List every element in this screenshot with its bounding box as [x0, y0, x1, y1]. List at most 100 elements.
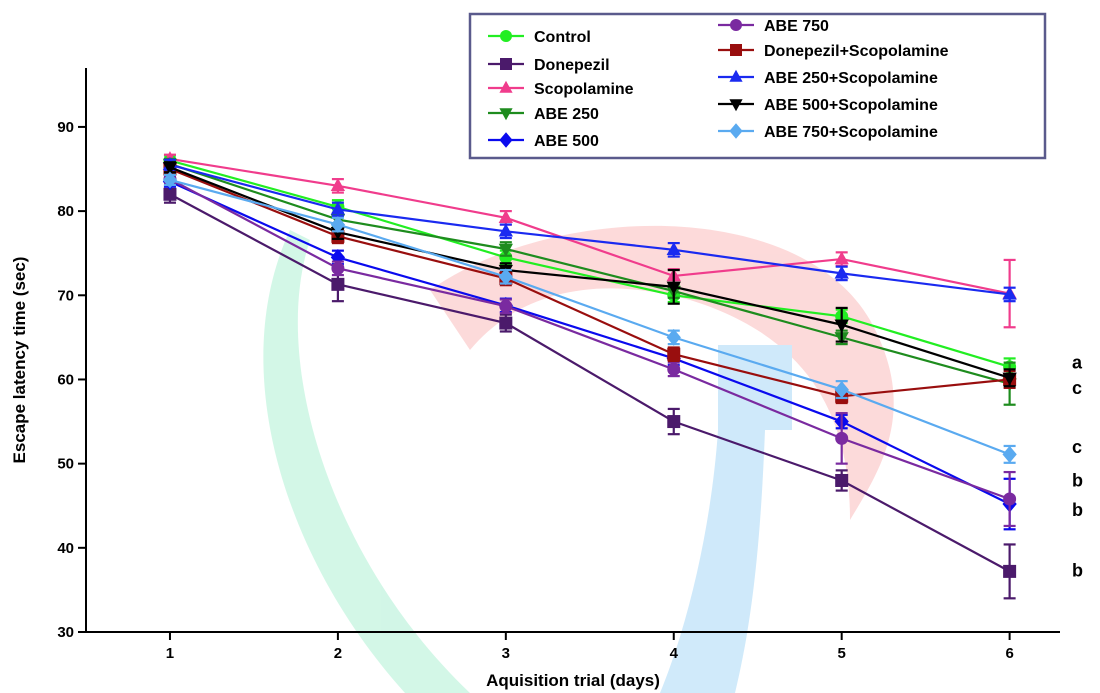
series-line — [169, 167, 1010, 398]
series-line — [169, 159, 1010, 368]
data-point — [1002, 372, 1017, 386]
legend-label: Donepezil+Scopolamine — [764, 43, 949, 60]
data-point — [331, 277, 345, 291]
watermark — [263, 225, 894, 693]
series-line — [169, 180, 1011, 506]
data-point — [1002, 445, 1017, 463]
series-line — [169, 157, 1010, 295]
x-tick-label: 3 — [502, 645, 510, 662]
series-5 — [163, 172, 1017, 528]
legend-swatch-marker — [499, 80, 513, 93]
legend-swatch-marker — [729, 123, 743, 139]
legend-item: ABE 500+Scopolamine — [718, 97, 938, 114]
data-point — [330, 201, 346, 215]
legend-label: ABE 750+Scopolamine — [764, 124, 938, 141]
legend-swatch-marker — [730, 19, 742, 31]
legend-item: Donepezil+Scopolamine — [718, 43, 949, 60]
legend-label: ABE 250+Scopolamine — [764, 70, 938, 87]
data-point — [330, 216, 346, 234]
series-line — [169, 163, 1010, 296]
x-axis-title: Aquisition trial (days) — [486, 671, 660, 690]
y-tick-label: 30 — [57, 624, 74, 641]
data-point — [162, 162, 178, 176]
data-point — [667, 347, 681, 361]
data-point — [162, 171, 178, 189]
y-axis-title: Escape latency time (sec) — [10, 257, 29, 464]
legend-label: ABE 500 — [534, 133, 599, 150]
data-point — [498, 243, 513, 257]
series-line — [169, 178, 1011, 456]
data-point — [666, 328, 681, 346]
x-tick-label: 5 — [838, 645, 846, 662]
legend-item: Scopolamine — [488, 80, 634, 98]
data-point — [835, 473, 849, 487]
data-point — [834, 381, 849, 399]
plot-area — [162, 151, 1017, 600]
data-point — [330, 178, 346, 192]
legend-item: ABE 250 — [488, 106, 599, 123]
legend-label: Scopolamine — [534, 81, 634, 98]
legend-item: ABE 250+Scopolamine — [718, 69, 938, 87]
x-ticks: 1 2 3 4 5 6 — [166, 632, 1014, 662]
series-9 — [162, 171, 1017, 464]
legend-label: ABE 500+Scopolamine — [764, 97, 938, 114]
data-point — [1003, 492, 1017, 506]
data-point — [667, 362, 681, 376]
data-point — [834, 319, 849, 333]
data-point — [834, 265, 849, 279]
x-tick-label: 6 — [1005, 645, 1013, 662]
legend-swatch-marker — [729, 69, 743, 82]
legend-swatch-marker — [500, 30, 512, 42]
y-tick-label: 90 — [57, 119, 74, 136]
significance-letter: b — [1072, 500, 1083, 520]
data-point — [1003, 564, 1017, 578]
y-tick-label: 50 — [57, 456, 74, 473]
data-point — [666, 242, 681, 256]
data-point — [330, 248, 346, 266]
significance-letter: a — [1072, 353, 1083, 373]
data-point — [499, 250, 513, 264]
series-line — [169, 193, 1011, 573]
x-tick-label: 2 — [334, 645, 342, 662]
data-point — [330, 226, 346, 240]
data-point — [834, 251, 849, 265]
legend-swatch-marker — [499, 132, 513, 148]
legend-swatch-marker — [500, 58, 512, 70]
legend-label: Control — [534, 29, 591, 46]
data-point — [163, 187, 177, 201]
data-point — [499, 299, 513, 313]
legend-label: ABE 250 — [534, 106, 599, 123]
series-8 — [162, 161, 1017, 388]
legend-swatch-marker — [499, 108, 513, 121]
x-tick-label: 4 — [670, 645, 679, 662]
legend-swatch-marker — [729, 99, 743, 112]
watermark-red-arc — [430, 225, 894, 520]
data-point — [499, 316, 513, 330]
data-point — [666, 281, 681, 295]
series-line — [169, 166, 1010, 379]
significance-letter: b — [1072, 561, 1083, 581]
data-point — [667, 415, 681, 429]
watermark-blue-bar — [660, 345, 792, 693]
data-point — [1002, 286, 1017, 300]
series-7 — [162, 157, 1017, 303]
legend-label: Donepezil — [534, 57, 610, 74]
legend-box — [468, 12, 1047, 160]
significance-letter: b — [1072, 470, 1083, 490]
y-ticks: 30 40 50 60 70 80 90 — [57, 119, 86, 641]
legend: Control Donepezil Scopolamine ABE 250 ABE 50… — [468, 12, 1047, 160]
legend-label: ABE 750 — [764, 18, 829, 35]
watermark-green-arc — [263, 230, 470, 693]
data-point — [835, 431, 849, 445]
significance-letter: c — [1072, 378, 1082, 398]
legend-item: Donepezil — [488, 57, 610, 74]
legend-swatch-marker — [730, 44, 742, 56]
significance-letter: c — [1072, 437, 1082, 457]
series-line — [169, 162, 1010, 385]
data-point — [498, 210, 513, 224]
data-point — [331, 261, 345, 275]
axes: 30 40 50 60 70 80 90 1 2 3 4 5 6 Aquisition trial (… — [10, 68, 1060, 690]
legend-item: ABE 750 — [718, 18, 829, 35]
